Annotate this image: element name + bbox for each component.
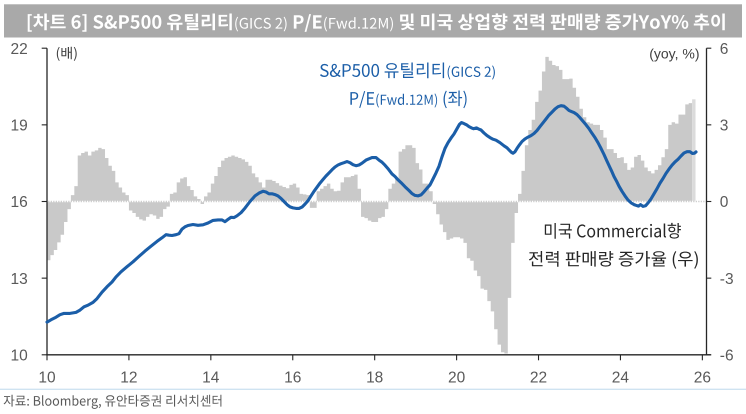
svg-text:14: 14 (202, 370, 220, 387)
svg-text:(yoy, %): (yoy, %) (649, 46, 699, 62)
svg-text:12: 12 (120, 370, 137, 387)
svg-text:-3: -3 (720, 271, 734, 288)
svg-text:26: 26 (694, 370, 711, 387)
svg-text:16: 16 (284, 370, 301, 387)
svg-text:13: 13 (11, 271, 28, 288)
svg-text:22: 22 (530, 370, 547, 387)
svg-text:22: 22 (11, 41, 28, 58)
svg-text:24: 24 (612, 370, 630, 387)
svg-text:16: 16 (11, 194, 28, 211)
svg-text:20: 20 (448, 370, 466, 387)
svg-text:10: 10 (38, 370, 56, 387)
svg-text:19: 19 (11, 118, 28, 135)
svg-text:6: 6 (720, 41, 729, 58)
svg-text:0: 0 (720, 194, 729, 211)
svg-text:10: 10 (11, 347, 29, 364)
svg-text:3: 3 (720, 118, 729, 135)
svg-text:18: 18 (366, 370, 383, 387)
svg-text:-6: -6 (720, 347, 734, 364)
